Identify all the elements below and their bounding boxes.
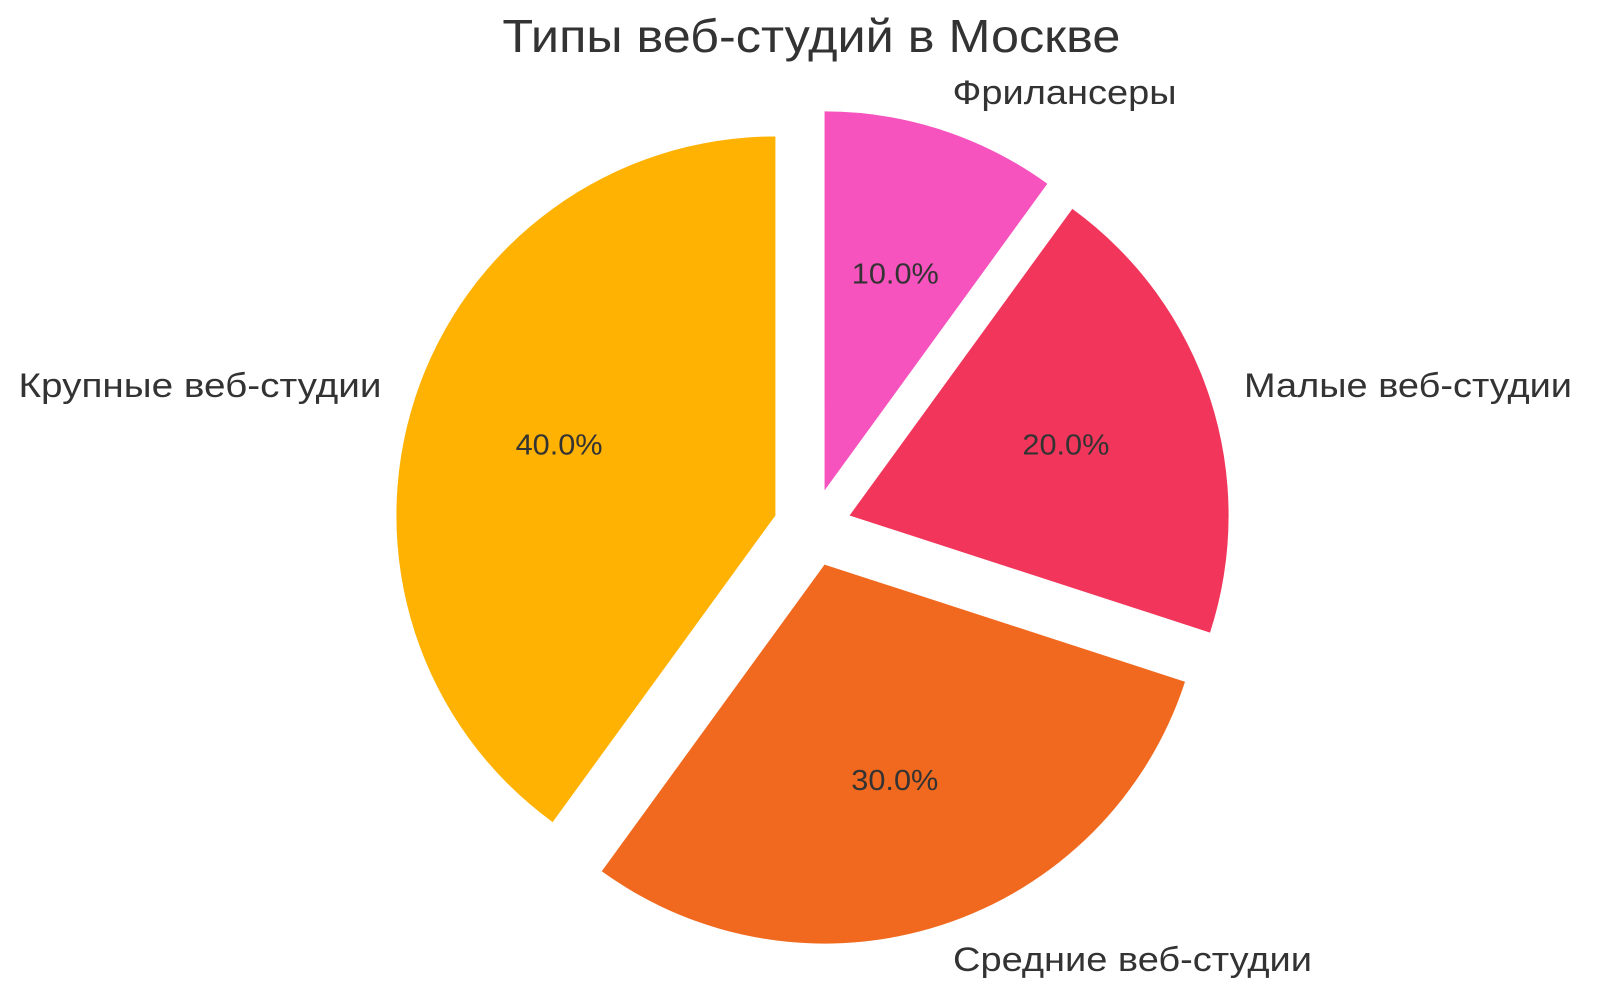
svg-text:40.0%: 40.0%: [516, 429, 603, 461]
svg-text:Малые веб-студии: Малые веб-студии: [1244, 367, 1572, 405]
svg-text:10.0%: 10.0%: [852, 258, 939, 290]
svg-text:Крупные веб-студии: Крупные веб-студии: [19, 367, 382, 405]
svg-text:20.0%: 20.0%: [1022, 429, 1109, 461]
svg-text:30.0%: 30.0%: [851, 765, 938, 797]
svg-text:Фрилансеры: Фрилансеры: [953, 74, 1177, 112]
svg-text:Типы веб-студий в Москве: Типы веб-студий в Москве: [502, 10, 1120, 62]
svg-text:Средние веб-студии: Средние веб-студии: [953, 941, 1312, 979]
